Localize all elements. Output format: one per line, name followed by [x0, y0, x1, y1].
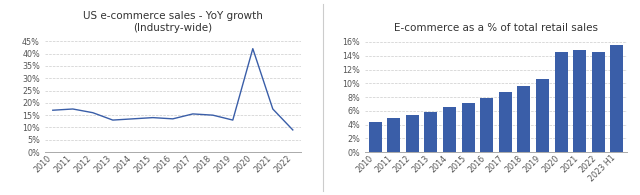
Bar — [517, 86, 531, 152]
Bar — [536, 79, 549, 152]
Bar — [406, 115, 419, 152]
Bar — [387, 118, 400, 152]
Bar — [424, 112, 437, 152]
Bar — [480, 98, 493, 152]
Bar — [592, 52, 605, 152]
Title: E-commerce as a % of total retail sales: E-commerce as a % of total retail sales — [394, 23, 598, 33]
Bar — [611, 45, 623, 152]
Bar — [499, 92, 512, 152]
Bar — [573, 50, 586, 152]
Bar — [369, 122, 381, 152]
Bar — [443, 107, 456, 152]
Bar — [555, 52, 568, 152]
Bar — [461, 103, 475, 152]
Title: US e-commerce sales - YoY growth
(Industry-wide): US e-commerce sales - YoY growth (Indust… — [83, 11, 263, 33]
